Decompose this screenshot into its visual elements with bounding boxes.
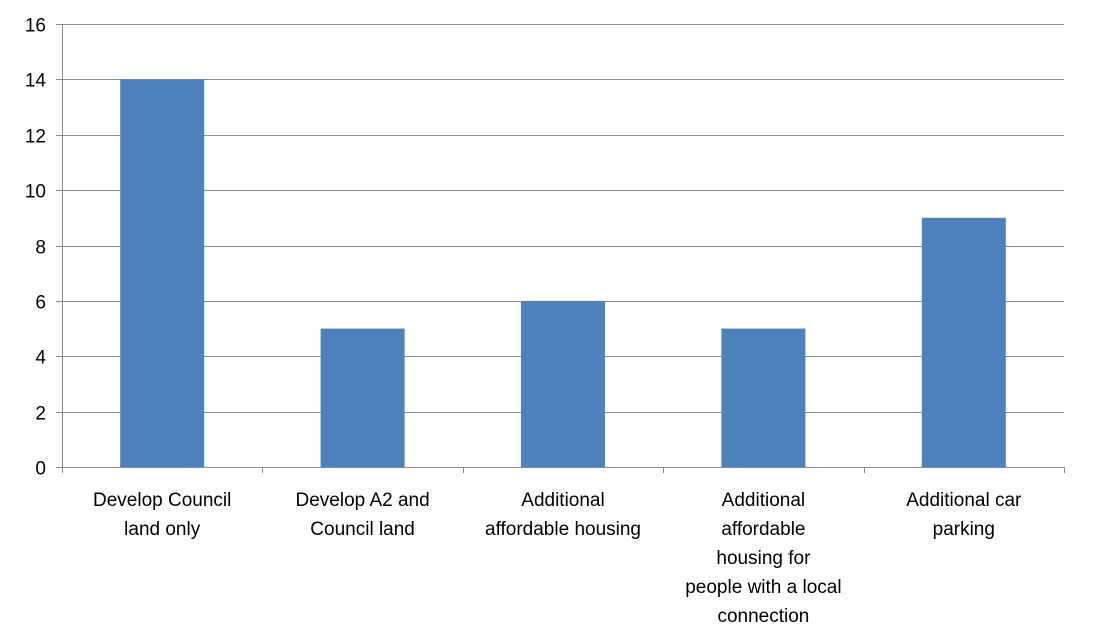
- x-tick-label-line: housing for: [716, 548, 811, 569]
- bar: [521, 300, 605, 467]
- y-tick-labels: 0 2 4 6 8 10 12 14 16: [25, 16, 47, 480]
- x-tick-label-line: parking: [933, 519, 995, 540]
- y-tick-label: 0: [35, 459, 46, 480]
- y-tick-label: 14: [25, 71, 47, 92]
- bar: [320, 328, 405, 467]
- y-tick-label: 2: [35, 404, 46, 425]
- y-tick-label: 6: [35, 293, 46, 314]
- y-tick-label: 8: [35, 238, 46, 259]
- x-tick-labels: Develop Council land only Develop A2 and Co…: [93, 490, 1022, 627]
- x-tick-label-line: affordable housing: [485, 519, 641, 540]
- axes: [56, 24, 1065, 473]
- y-tick-label: 16: [25, 16, 46, 37]
- x-tick-label-line: people with a local: [685, 577, 841, 598]
- bar: [120, 79, 205, 467]
- x-tick-label-line: Additional: [722, 490, 805, 511]
- x-tick-label: Develop Council land only: [93, 490, 231, 540]
- x-tick-label-line: Additional: [521, 490, 604, 511]
- x-tick-label-line: connection: [717, 606, 809, 627]
- x-tick-label-line: Additional car: [906, 490, 1022, 511]
- x-tick-label: Additional affordable housing for people wi…: [685, 490, 841, 627]
- x-tick-label-line: affordable: [721, 519, 805, 540]
- x-tick-label-line: Develop A2 and: [296, 490, 430, 511]
- bar: [721, 328, 806, 467]
- bars: [120, 79, 1006, 467]
- x-tick-label: Additional car parking: [906, 490, 1022, 540]
- x-tick-label-line: land only: [124, 519, 201, 540]
- x-tick-label-line: Develop Council: [93, 490, 231, 511]
- bar: [921, 217, 1006, 467]
- x-tick-label: Additional affordable housing: [485, 490, 641, 540]
- x-tick-label-line: Council land: [310, 519, 415, 540]
- x-tick-label: Develop A2 and Council land: [296, 490, 430, 540]
- y-tick-label: 12: [25, 127, 46, 148]
- y-tick-label: 10: [25, 182, 46, 203]
- y-tick-label: 4: [35, 348, 46, 369]
